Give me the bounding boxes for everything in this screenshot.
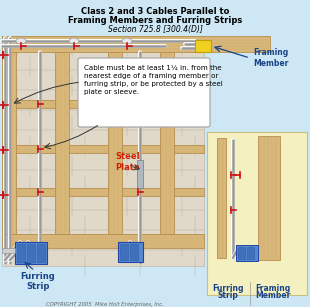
Bar — [2, 234, 204, 248]
Bar — [69, 188, 108, 196]
Text: Furring: Furring — [212, 284, 244, 293]
Bar — [247, 247, 254, 259]
Bar — [174, 188, 204, 196]
Text: COPYRIGHT 2005  Mike Holt Enterprises, Inc.: COPYRIGHT 2005 Mike Holt Enterprises, In… — [46, 302, 164, 307]
Bar — [69, 100, 108, 108]
Bar — [16, 100, 55, 108]
Bar — [27, 244, 35, 262]
Bar — [236, 245, 258, 261]
Bar — [174, 100, 204, 108]
Text: Framing
Member: Framing Member — [253, 48, 288, 68]
Bar — [108, 52, 122, 234]
Bar — [122, 100, 160, 108]
Bar — [122, 145, 160, 153]
Bar — [238, 247, 245, 259]
Bar — [2, 36, 270, 52]
Bar — [15, 242, 47, 264]
Bar — [160, 52, 174, 234]
Bar — [217, 138, 226, 258]
Text: Member: Member — [255, 291, 291, 300]
Text: Class 2 and 3 Cables Parallel to: Class 2 and 3 Cables Parallel to — [81, 7, 229, 16]
Bar — [195, 40, 211, 52]
Bar — [258, 136, 280, 260]
Bar — [2, 52, 16, 234]
Bar — [16, 188, 55, 196]
Bar — [137, 160, 143, 188]
Text: Framing Members and Furring Strips: Framing Members and Furring Strips — [68, 16, 242, 25]
Text: Cable must be at least 1¼ in. from the
nearest edge of a framing member or
furri: Cable must be at least 1¼ in. from the n… — [84, 65, 223, 95]
Bar — [2, 36, 204, 266]
Bar — [55, 52, 69, 234]
Ellipse shape — [122, 38, 132, 44]
Bar — [174, 145, 204, 153]
Bar — [207, 132, 307, 295]
Ellipse shape — [69, 38, 79, 44]
Bar — [17, 244, 25, 262]
Bar — [2, 248, 15, 253]
Bar — [69, 145, 108, 153]
Text: Framing: Framing — [255, 284, 291, 293]
Bar — [16, 145, 55, 153]
FancyBboxPatch shape — [78, 58, 210, 127]
Bar — [130, 244, 138, 260]
Text: Steel
Plate: Steel Plate — [115, 152, 140, 172]
Bar — [37, 244, 45, 262]
Bar — [120, 244, 128, 260]
Bar — [118, 242, 143, 262]
Text: Furring
Strip: Furring Strip — [21, 272, 55, 291]
Text: Section 725.8 [300.4(D)]: Section 725.8 [300.4(D)] — [108, 25, 202, 34]
Text: Strip: Strip — [218, 291, 238, 300]
Bar — [122, 188, 160, 196]
Ellipse shape — [16, 38, 26, 44]
